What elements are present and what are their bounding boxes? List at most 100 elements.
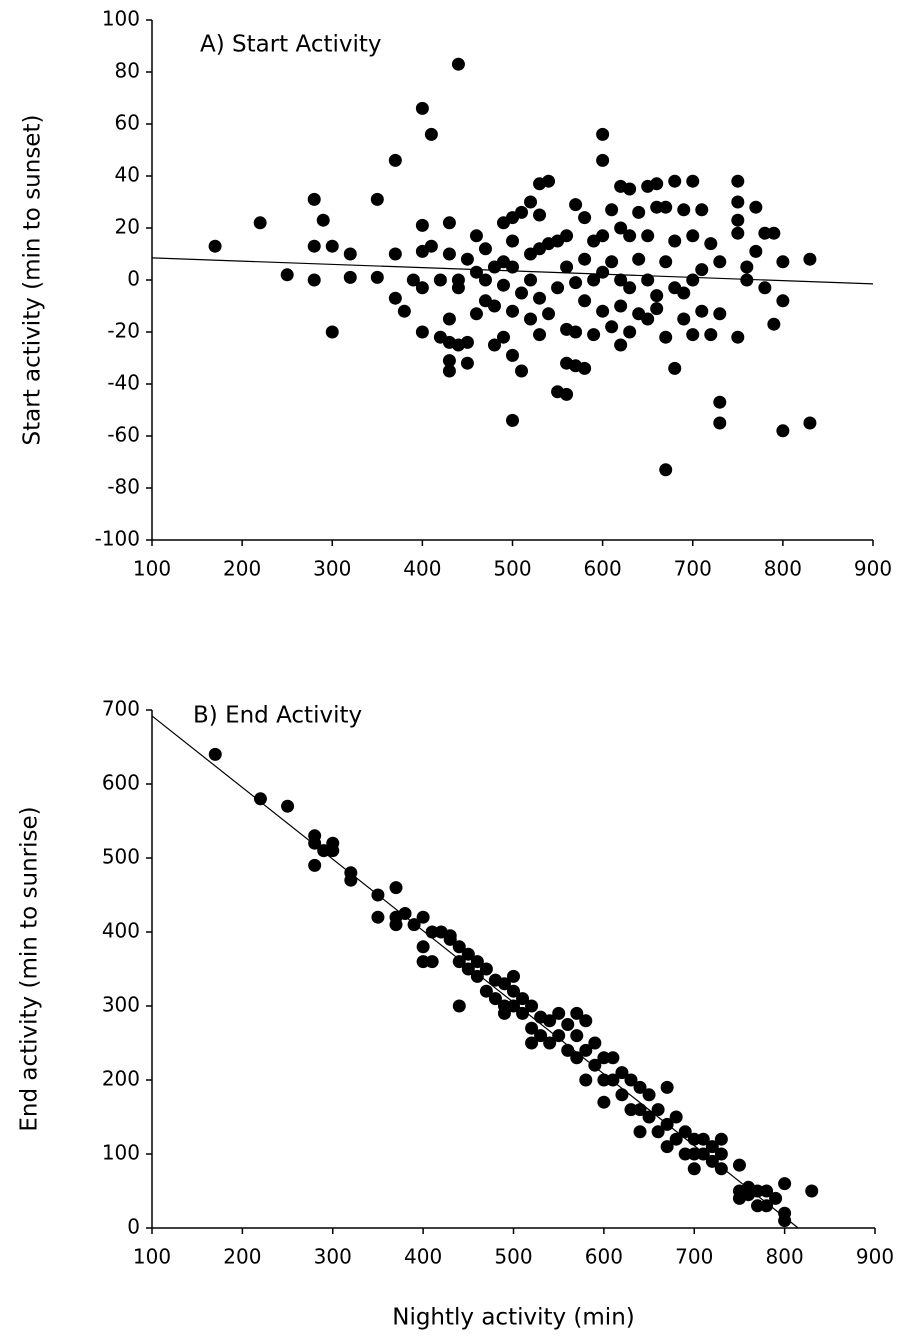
data-point	[695, 203, 709, 217]
data-point	[714, 1162, 728, 1176]
data-point	[515, 286, 529, 300]
data-point	[687, 1162, 701, 1176]
data-point	[758, 226, 772, 240]
data-point	[469, 307, 483, 321]
y-tick-label: -20	[107, 319, 140, 343]
data-point	[569, 325, 583, 339]
data-point	[442, 354, 456, 368]
data-point	[561, 1018, 575, 1031]
data-point	[424, 127, 438, 141]
data-point	[605, 320, 619, 334]
data-point	[632, 252, 646, 266]
y-tick-label: -60	[107, 423, 140, 447]
data-point	[606, 1051, 620, 1065]
y-tick-label: 500	[102, 845, 140, 869]
data-point	[596, 127, 610, 141]
data-point	[624, 1073, 638, 1087]
data-point	[515, 205, 529, 219]
data-point	[460, 356, 474, 370]
data-point	[534, 1029, 548, 1043]
x-tick-label: 700	[675, 1245, 713, 1269]
data-point	[615, 1088, 629, 1102]
data-point	[614, 299, 628, 313]
data-point	[415, 325, 429, 339]
data-point	[650, 289, 664, 303]
data-point	[533, 328, 547, 342]
y-tick-label: 100	[102, 1141, 140, 1165]
data-point	[651, 1125, 665, 1139]
data-point	[668, 234, 682, 248]
data-point	[344, 873, 358, 887]
data-point	[416, 940, 430, 954]
data-point	[579, 1073, 593, 1087]
y-tick-label: -40	[107, 371, 140, 395]
x-tick-label: 900	[856, 1245, 894, 1269]
data-point	[326, 844, 340, 858]
data-point	[543, 1014, 557, 1028]
x-axis-label: Nightly activity (min)	[392, 1305, 635, 1331]
data-point	[452, 955, 466, 969]
data-point	[642, 1110, 656, 1124]
data-point	[442, 216, 456, 230]
data-point	[633, 1125, 647, 1139]
y-tick-label: 80	[115, 59, 140, 83]
y-tick-label: 60	[115, 111, 140, 135]
data-point	[704, 237, 718, 251]
data-point	[443, 929, 457, 943]
data-point	[253, 792, 267, 806]
data-point	[488, 992, 502, 1006]
data-point	[776, 255, 790, 269]
y-tick-label: -100	[95, 527, 140, 551]
data-point	[696, 1132, 710, 1146]
data-point	[677, 286, 691, 300]
data-point	[524, 273, 538, 287]
x-tick-label: 300	[314, 1245, 352, 1269]
trend-line	[151, 257, 874, 285]
data-point	[525, 999, 539, 1013]
data-point	[478, 242, 492, 256]
y-tick-label: 600	[102, 771, 140, 795]
data-point	[479, 962, 493, 976]
data-point	[677, 203, 691, 217]
data-point	[497, 977, 511, 991]
data-point	[623, 325, 637, 339]
data-point	[749, 200, 763, 214]
chart-title: A) Start Activity	[200, 32, 382, 58]
data-point	[740, 260, 754, 274]
data-point	[660, 1080, 674, 1094]
data-point	[714, 1132, 728, 1146]
data-point	[515, 364, 529, 378]
data-point	[641, 273, 655, 287]
data-point	[650, 177, 664, 191]
data-point	[668, 361, 682, 375]
data-point	[803, 252, 817, 266]
x-tick-label: 600	[585, 1245, 623, 1269]
data-point	[442, 247, 456, 261]
data-point	[506, 304, 519, 318]
x-tick-label: 100	[133, 1245, 171, 1269]
data-point	[470, 955, 484, 969]
data-point	[308, 858, 322, 872]
data-point	[415, 281, 429, 295]
data-point	[307, 192, 321, 206]
data-point	[615, 1066, 629, 1080]
data-point	[713, 416, 727, 430]
data-point	[731, 213, 745, 227]
data-point	[633, 1103, 647, 1117]
data-point	[614, 338, 628, 352]
y-tick-label: 300	[102, 993, 140, 1017]
data-point	[389, 881, 403, 895]
data-point	[253, 216, 267, 230]
data-point	[425, 955, 439, 969]
data-point	[325, 239, 339, 253]
data-point	[632, 205, 646, 219]
data-point	[487, 299, 501, 313]
data-point	[316, 213, 330, 227]
data-point	[325, 325, 339, 339]
y-tick-label: 20	[115, 215, 140, 239]
data-point	[398, 907, 412, 920]
data-point	[506, 348, 519, 362]
data-point	[208, 239, 222, 253]
data-point	[370, 270, 384, 284]
data-point	[388, 291, 402, 305]
